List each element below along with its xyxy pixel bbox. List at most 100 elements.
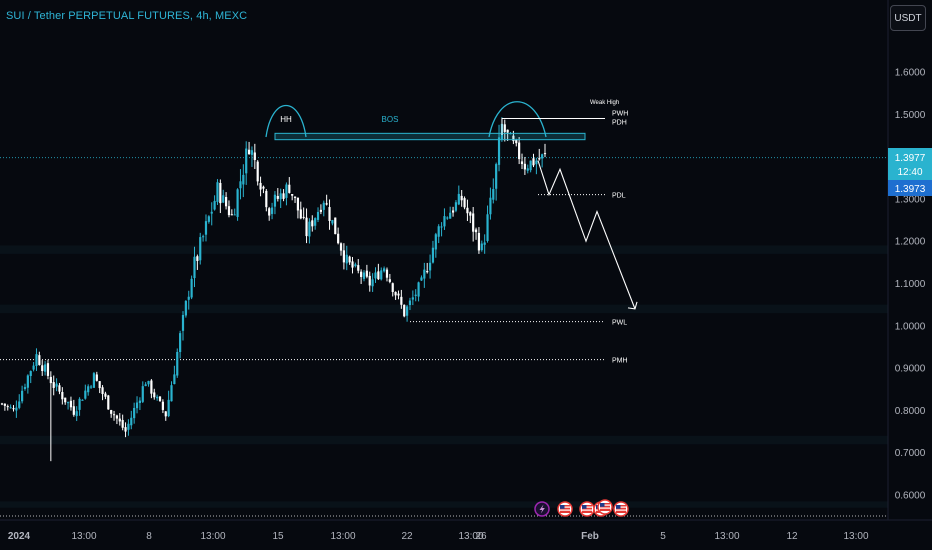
candle-body [345, 254, 348, 264]
candle-body [374, 272, 377, 279]
candle-body [233, 214, 236, 216]
candle-body [130, 417, 133, 426]
price-scale[interactable] [888, 0, 932, 550]
candle-body [112, 414, 116, 416]
candle-body [55, 383, 58, 387]
candle-body [385, 269, 389, 278]
candle-body [75, 411, 78, 417]
candle-body [138, 400, 142, 403]
weak-high-line[interactable] [501, 118, 605, 135]
candle-body [268, 208, 271, 216]
time-tick-label: 13:00 [200, 531, 225, 542]
pwh-label: PWH [612, 110, 628, 117]
pdh-label: PDH [612, 120, 627, 127]
background-band [0, 501, 888, 508]
price-tick-label: 1.0000 [895, 321, 926, 332]
candle-body [87, 386, 90, 393]
candle-body [46, 363, 50, 376]
candle-body [210, 211, 213, 214]
candle-body [431, 247, 435, 263]
candle-body [236, 189, 239, 217]
pwl-label: PWL [612, 320, 627, 327]
candle-body [279, 193, 282, 200]
candle-body [247, 149, 251, 155]
candle-body [414, 294, 417, 296]
time-tick-label: 13:00 [458, 531, 483, 542]
candle-body [259, 182, 262, 190]
forecast-path[interactable] [537, 160, 636, 310]
time-tick-label: 2024 [8, 531, 31, 542]
candle-body [357, 265, 360, 271]
level-lines [0, 157, 932, 517]
candle-body [334, 217, 337, 235]
candle-body [115, 415, 119, 419]
candle-body [331, 220, 334, 224]
candle-body [325, 203, 328, 205]
candle-body [480, 243, 483, 251]
candle-body [348, 256, 351, 263]
candle-body [61, 392, 64, 400]
candle-body [164, 411, 167, 417]
candle-body [512, 135, 515, 142]
bar-countdown: 12:40 [897, 167, 922, 178]
candle-body [411, 297, 414, 300]
bos-label: BOS [382, 115, 399, 124]
candle-body [293, 196, 297, 198]
candle-body [426, 271, 429, 273]
candle-body [104, 393, 107, 397]
candle-body [305, 217, 308, 237]
candle-body [440, 226, 443, 228]
candle-body [118, 418, 121, 422]
us-flag-icon[interactable] [597, 499, 613, 515]
candle-body [405, 306, 409, 316]
time-tick-label: 12 [786, 531, 798, 542]
us-flag-icon[interactable] [613, 501, 629, 517]
candle-body [190, 278, 193, 298]
candle-body [222, 195, 225, 203]
candle-body [486, 214, 489, 241]
candle-body [383, 268, 386, 272]
candle-body [497, 137, 501, 165]
candle-body [434, 234, 437, 250]
lightning-icon[interactable] [534, 501, 550, 517]
candle-body [150, 380, 153, 394]
last-price-badge-bg [888, 148, 932, 180]
candle-body [95, 374, 98, 381]
candle-body [543, 153, 547, 155]
candle-body [92, 373, 96, 388]
candle-body [127, 423, 130, 430]
time-tick-label: 26 [475, 531, 487, 542]
candle-body [158, 396, 162, 401]
time-tick-label: 8 [146, 531, 152, 542]
candle-body [58, 385, 61, 392]
us-flag-icon[interactable] [579, 501, 595, 517]
candle-body [526, 168, 529, 171]
candle-body [515, 139, 518, 144]
candle-body [368, 275, 371, 286]
candle-body [518, 142, 521, 160]
candle-body [38, 355, 41, 365]
chart-title[interactable]: SUI / Tether PERPETUAL FUTURES, 4h, MEXC [6, 10, 248, 22]
us-flag-icon[interactable] [557, 501, 573, 517]
candle-body [89, 386, 93, 388]
currency-button[interactable]: USDT [890, 5, 926, 31]
mark-price-badge: 1.3973 [888, 180, 932, 196]
bos-zone[interactable] [274, 132, 586, 141]
candle-body [328, 207, 331, 221]
candle-body [337, 233, 340, 244]
candle-body [397, 293, 400, 296]
time-tick-label: 13:00 [71, 531, 96, 542]
candle-body [523, 163, 526, 170]
time-tick-label: 13:00 [843, 531, 868, 542]
double-top-arc[interactable] [488, 101, 547, 138]
candle-body [394, 291, 397, 296]
drawings: HH BOS Weak High PWH PDH PDL PWL PMH [265, 100, 638, 365]
candle-body [288, 184, 291, 193]
candle-body [230, 214, 233, 216]
hh-arc[interactable] [265, 105, 307, 138]
mark-price-value: 1.3973 [895, 184, 926, 195]
hh-label: HH [280, 115, 292, 124]
candle-body [133, 407, 136, 419]
candle-body [388, 279, 391, 282]
